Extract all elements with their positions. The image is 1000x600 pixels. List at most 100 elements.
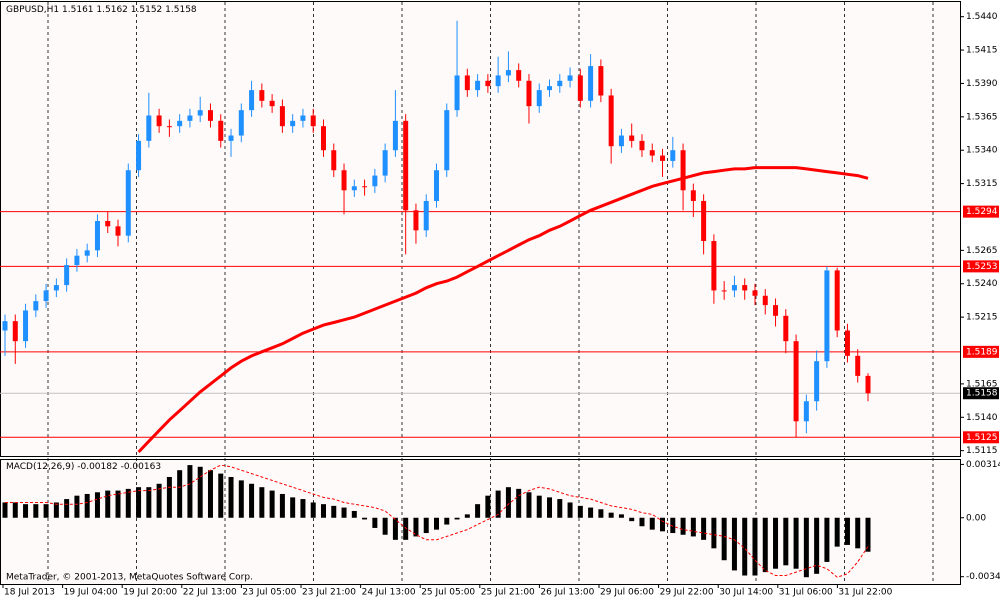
candle-body: [331, 150, 337, 171]
macd-bar: [660, 517, 666, 532]
x-tick-label: 30 Jul 14:00: [719, 588, 773, 598]
macd-bar: [177, 470, 183, 518]
macd-bar: [279, 493, 285, 518]
x-tick-label: 25 Jul 05:00: [421, 588, 475, 598]
macd-bar: [505, 487, 511, 518]
signal-value: -0.00163: [121, 462, 161, 472]
candle-body: [310, 115, 316, 127]
candle-body: [670, 150, 676, 161]
quote-open: 1.5161: [62, 5, 94, 15]
candle-body: [423, 200, 429, 231]
macd-bar: [238, 480, 244, 518]
macd-bar: [536, 495, 542, 518]
candle-body: [300, 115, 306, 121]
macd-bar: [290, 497, 296, 518]
macd-bar: [814, 517, 820, 574]
macd-bar: [403, 517, 409, 540]
macd-bar: [23, 504, 29, 518]
y-tick-label: 1.5390: [966, 79, 998, 89]
macd-bar: [701, 517, 707, 540]
candle-body: [618, 135, 624, 147]
candle-body: [341, 170, 347, 191]
candle-body: [762, 295, 768, 306]
candle-body: [125, 170, 131, 236]
y-tick-label: 1.5340: [966, 146, 998, 156]
macd-bar: [413, 517, 419, 537]
symbol: GBPUSD,H1: [6, 5, 59, 15]
candle-body: [238, 110, 244, 136]
macd-bar: [834, 517, 840, 547]
macd-bar: [793, 517, 799, 569]
macd-bar: [320, 504, 326, 518]
candle-body: [475, 80, 481, 91]
candle-body: [53, 285, 59, 291]
macd-bar: [125, 488, 131, 518]
macd-name: MACD(12,26,9): [6, 462, 74, 472]
macd-window: [0, 459, 961, 585]
macd-bar: [577, 505, 583, 518]
macd-bar: [495, 490, 501, 518]
macd-bar: [218, 473, 224, 518]
macd-bar: [434, 517, 439, 530]
macd-bar: [300, 499, 306, 518]
candle-body: [834, 270, 840, 331]
y-tick-label: 1.5140: [966, 413, 998, 423]
candle-body: [372, 175, 378, 187]
x-tick-label: 31 Jul 06:00: [779, 588, 833, 598]
macd-bar: [105, 490, 111, 518]
candle-body: [156, 115, 162, 127]
candle-body: [731, 285, 737, 291]
macd-bar: [392, 517, 398, 540]
candle-body: [608, 95, 614, 147]
macd-bar: [608, 512, 614, 518]
macd-bar: [341, 507, 347, 518]
candle-body: [197, 110, 203, 116]
macd-bar: [43, 504, 49, 518]
macd-value: -0.00182: [77, 462, 117, 472]
macd-bar: [742, 517, 748, 576]
candle-body: [392, 120, 398, 151]
candle-body: [444, 110, 450, 171]
macd-bar: [351, 510, 357, 518]
macd-bar: [166, 476, 172, 518]
current-price-box: [963, 387, 999, 400]
macd-bar: [649, 517, 655, 530]
macd-bar: [372, 517, 378, 528]
macd-bar: [259, 487, 265, 518]
candle-body: [803, 401, 809, 422]
macd-bar: [731, 517, 737, 571]
candle-body: [495, 75, 501, 87]
candle-body: [588, 66, 594, 101]
x-tick-label: 23 Jul 21:00: [302, 588, 356, 598]
macd-bar: [711, 517, 717, 549]
candle-body: [844, 330, 850, 356]
macd-bar: [2, 502, 8, 518]
macd-bar: [33, 504, 39, 518]
candle-body: [177, 120, 183, 127]
candle-body: [64, 265, 70, 286]
candle-body: [207, 110, 213, 121]
macd-signal: [5, 464, 869, 578]
candle-body: [403, 120, 409, 211]
macd-bar: [690, 517, 696, 537]
candle-body: [454, 75, 460, 111]
candle-body: [773, 305, 779, 316]
macd-bar: [362, 517, 368, 520]
candle-body: [166, 126, 172, 128]
macd-bar: [331, 505, 337, 518]
candle-body: [259, 90, 265, 101]
macd-bar: [207, 470, 213, 518]
macd-bar: [136, 487, 142, 518]
macd-bar: [444, 517, 450, 525]
macd-bar: [423, 517, 429, 534]
candle-body: [814, 361, 820, 402]
macd-bar: [526, 492, 532, 518]
macd-bar: [454, 517, 460, 520]
macd-bar: [721, 517, 727, 561]
candle-body: [516, 70, 522, 81]
candle-body: [526, 80, 532, 107]
macd-bar: [74, 495, 80, 518]
macd-bar: [249, 483, 255, 518]
